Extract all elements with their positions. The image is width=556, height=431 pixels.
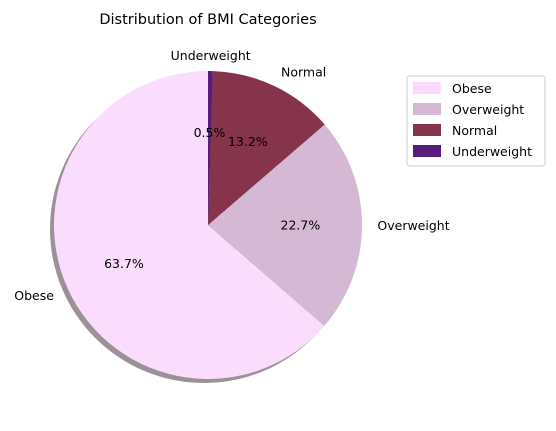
pie-label-obese: Obese [14,288,54,303]
legend-swatch-obese [413,82,441,94]
legend-swatch-overweight [413,103,441,115]
legend-label-overweight: Overweight [452,102,524,117]
pie-label-normal: Normal [281,65,326,80]
chart-title: Distribution of BMI Categories [99,12,316,28]
pie-pct-label-obese: 63.7% [104,256,144,271]
pie-labels: Obese 63.7% Overweight 22.7% Normal 13.2% Unde… [14,48,449,303]
pie-label-underweight: Underweight [171,48,251,63]
legend-swatch-underweight [413,145,441,157]
pie-slice-underweight [208,71,213,225]
pie-slice-normal [208,71,325,225]
pie-pct-label-normal: 13.2% [228,134,268,149]
pie-slices [53,71,362,379]
legend-frame [406,75,546,167]
pie-pct-label-underweight: 0.5% [194,125,226,140]
pie-slice-overweight [208,124,362,326]
legend-label-obese: Obese [452,81,492,96]
legend-swatch-normal [413,124,441,136]
legend-label-underweight: Underweight [452,144,532,159]
pie-label-overweight: Overweight [377,218,449,233]
pie-pct-label-overweight: 22.7% [281,218,321,233]
pie-slice-obese [53,71,325,379]
legend-label-normal: Normal [452,123,497,138]
legend: Obese Overweight Normal Underweight [406,75,546,167]
